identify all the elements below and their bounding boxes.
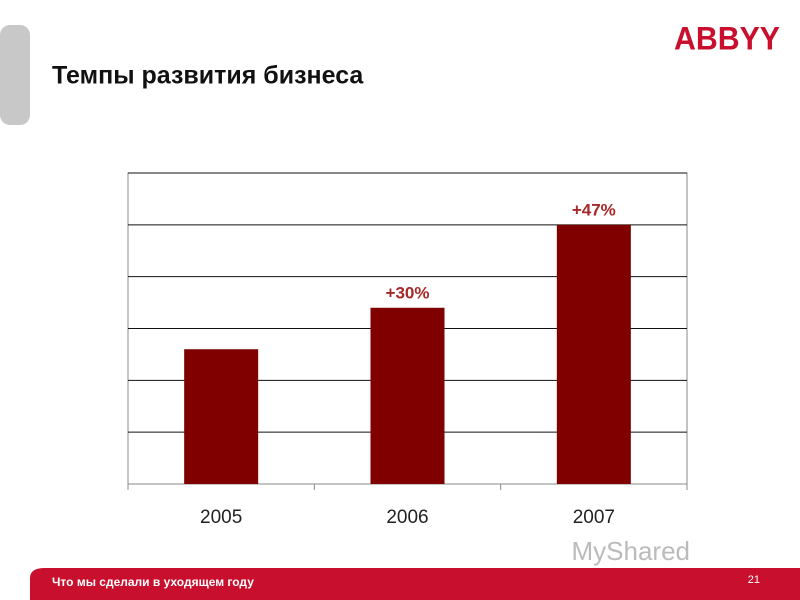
side-tab bbox=[0, 25, 30, 125]
x-tick-label: 2005 bbox=[200, 507, 242, 528]
x-tick-label: 2006 bbox=[386, 507, 428, 528]
bar bbox=[370, 307, 445, 484]
bar bbox=[184, 349, 259, 484]
bar bbox=[556, 224, 631, 485]
footer-band bbox=[30, 568, 800, 600]
x-tick-label: 2007 bbox=[573, 507, 615, 528]
bar-annotation: +47% bbox=[572, 200, 616, 219]
page-number: 21 bbox=[748, 574, 760, 586]
bar-annotation: +30% bbox=[386, 283, 430, 302]
footer-text: Что мы сделали в уходящем году bbox=[52, 575, 254, 589]
logo: ABBYY bbox=[674, 20, 780, 56]
slide-title: Темпы развития бизнеса bbox=[52, 62, 364, 90]
watermark: MyShared bbox=[572, 536, 691, 566]
